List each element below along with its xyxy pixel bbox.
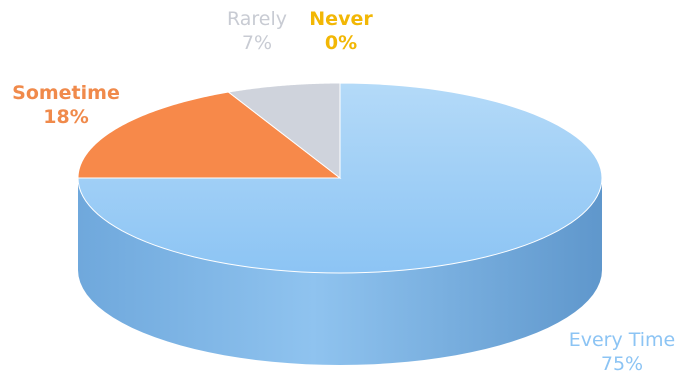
data-label-rarely-value: 7%: [241, 32, 273, 54]
pie-slice-rarely: [227, 82, 341, 180]
pie-slice-sometime: [77, 91, 342, 179]
data-label-rarely-name: Rarely: [226, 8, 288, 30]
data-label-every-time-value: 75%: [600, 353, 644, 375]
pie-side-every-time: [78, 178, 602, 365]
data-label-sometime-value: 18%: [43, 106, 89, 128]
data-label-every-time: Every Time 75%: [560, 328, 684, 376]
data-label-sometime: Sometime 18%: [0, 81, 132, 129]
data-label-never-value: 0%: [324, 32, 358, 54]
data-label-never: Never 0%: [281, 7, 401, 55]
data-label-never-name: Never: [309, 8, 373, 30]
data-label-every-time-name: Every Time: [568, 329, 676, 351]
data-label-sometime-name: Sometime: [12, 82, 120, 104]
data-label-rarely: Rarely 7%: [197, 7, 317, 55]
